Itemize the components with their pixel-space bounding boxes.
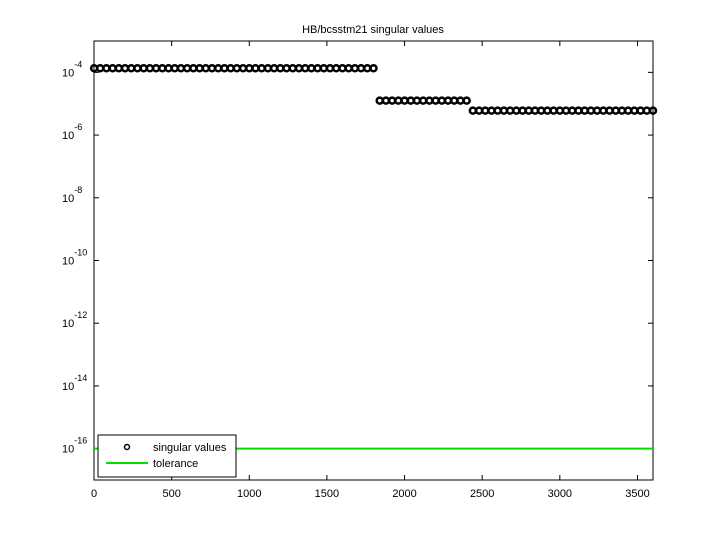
x-tick-label: 3500 — [625, 488, 649, 500]
tick-exponent: -16 — [74, 436, 87, 446]
data-point — [369, 64, 378, 73]
tick-exponent: -4 — [74, 59, 82, 69]
tick-exponent: -12 — [74, 310, 87, 320]
legend-label: singular values — [153, 442, 227, 454]
data-point — [462, 96, 471, 105]
x-tick-label: 3000 — [548, 488, 572, 500]
y-tick-label: 10-16 — [62, 436, 87, 456]
tick-base: 10 — [62, 256, 74, 268]
tick-base: 10 — [62, 381, 74, 393]
tick-base: 10 — [62, 193, 74, 205]
y-tick-label: 10-6 — [62, 122, 82, 142]
tick-base: 10 — [62, 67, 74, 79]
chart-title: HB/bcsstm21 singular values — [302, 24, 444, 36]
y-tick-label: 10-12 — [62, 310, 87, 330]
x-tick-label: 2500 — [470, 488, 494, 500]
tick-exponent: -8 — [74, 185, 82, 195]
legend-marker — [123, 443, 131, 451]
tick-base: 10 — [62, 444, 74, 456]
y-tick-label: 10-8 — [62, 185, 82, 205]
data-point — [648, 106, 658, 115]
x-tick-label: 1500 — [315, 488, 339, 500]
tick-exponent: -6 — [74, 122, 82, 132]
tick-base: 10 — [62, 130, 74, 142]
x-tick-label: 0 — [91, 488, 97, 500]
x-tick-label: 500 — [162, 488, 180, 500]
tick-exponent: -10 — [74, 248, 87, 258]
y-tick-label: 10-10 — [62, 248, 87, 268]
y-tick-label: 10-4 — [62, 59, 82, 79]
x-tick-label: 1000 — [237, 488, 261, 500]
y-tick-label: 10-14 — [62, 373, 87, 393]
legend-box — [97, 434, 237, 478]
tick-base: 10 — [62, 318, 74, 330]
legend-label: tolerance — [153, 458, 198, 470]
x-tick-label: 2000 — [392, 488, 416, 500]
tick-exponent: -14 — [74, 373, 87, 383]
